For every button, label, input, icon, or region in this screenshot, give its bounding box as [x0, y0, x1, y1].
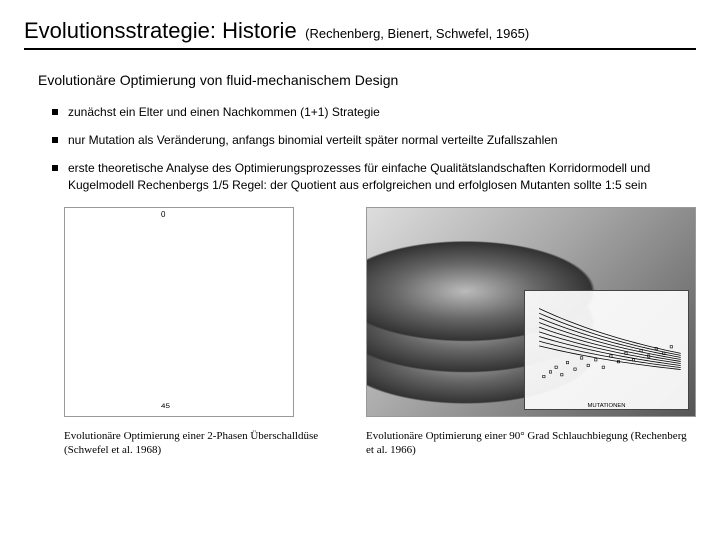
bullet-item: erste theoretische Analyse des Optimieru… [52, 160, 696, 192]
slide-subtitle: Evolutionäre Optimierung von fluid-mecha… [38, 72, 696, 88]
bullet-marker-icon [52, 109, 58, 115]
title-row: Evolutionsstrategie: Historie (Rechenber… [24, 18, 696, 50]
slide-title-sub: (Rechenberg, Bienert, Schwefel, 1965) [305, 26, 529, 41]
slide-title: Evolutionsstrategie: Historie [24, 18, 297, 43]
bullet-item: zunächst ein Elter und einen Nachkommen … [52, 104, 696, 120]
figure-left: Evolutionäre Optimierung einer 2-Phasen … [64, 207, 334, 458]
figure-left-caption: Evolutionäre Optimierung einer 2-Phasen … [64, 429, 334, 458]
bullet-marker-icon [52, 165, 58, 171]
figure-row: Evolutionäre Optimierung einer 2-Phasen … [64, 207, 696, 458]
overlay-scatter-chart: MUTATIONEN [524, 290, 689, 410]
slide: Evolutionsstrategie: Historie (Rechenber… [0, 0, 720, 469]
figure-right-caption: Evolutionäre Optimierung einer 90° Grad … [366, 429, 696, 458]
bullet-list: zunächst ein Elter und einen Nachkommen … [52, 104, 696, 193]
bullet-item: nur Mutation als Veränderung, anfangs bi… [52, 132, 696, 148]
nozzle-evolution-graphic [64, 207, 294, 417]
bullet-text: nur Mutation als Veränderung, anfangs bi… [68, 132, 696, 148]
svg-text:MUTATIONEN: MUTATIONEN [587, 403, 625, 409]
bullet-text: zunächst ein Elter und einen Nachkommen … [68, 104, 696, 120]
bullet-text: erste theoretische Analyse des Optimieru… [68, 160, 696, 192]
figure-right: MUTATIONEN Evolutionäre Optimierung eine… [366, 207, 696, 458]
pipe-bend-photo: MUTATIONEN [366, 207, 696, 417]
bullet-marker-icon [52, 137, 58, 143]
